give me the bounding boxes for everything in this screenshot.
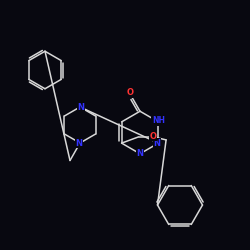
Text: N: N [136,149,143,158]
Text: N: N [76,138,83,147]
Text: NH: NH [152,116,165,125]
Text: O: O [150,132,156,141]
Text: O: O [126,88,134,97]
Text: N: N [77,102,84,112]
Text: N: N [154,138,161,147]
